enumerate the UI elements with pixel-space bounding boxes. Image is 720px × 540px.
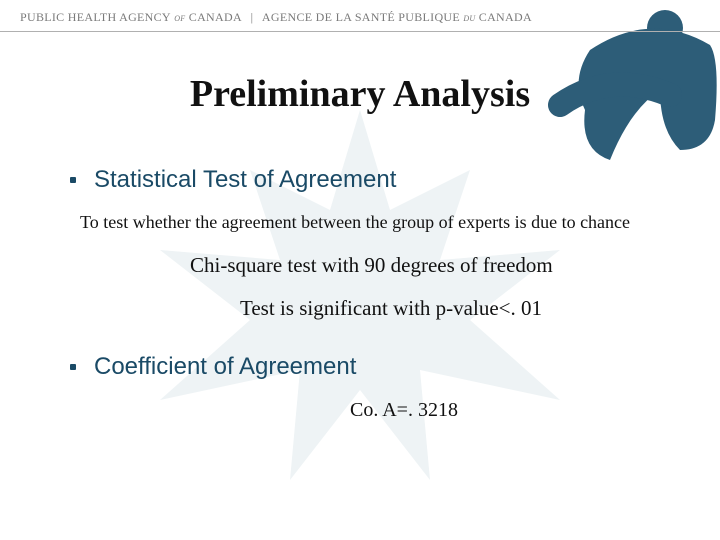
of-fr: du [460,10,479,24]
of-en: of [171,10,189,24]
sub-text: Test is significant with p-value<. 01 [240,296,670,321]
agency-header: PUBLIC HEALTH AGENCY of CANADA | AGENCE … [0,0,720,32]
bullet-item: Statistical Test of Agreement [70,166,670,194]
bullet-dot-icon [70,364,76,370]
agency-name-en: PUBLIC HEALTH AGENCY [20,10,171,24]
sub-text: Co. A=. 3218 [350,399,670,422]
sub-text: Chi-square test with 90 degrees of freed… [190,253,670,278]
sub-text: To test whether the agreement between th… [80,212,670,233]
agency-name-fr: AGENCE DE LA SANTÉ PUBLIQUE [262,10,460,24]
country-en: CANADA [189,10,241,24]
bullet-label: Statistical Test of Agreement [94,166,396,194]
slide-content: Preliminary Analysis Statistical Test of… [0,32,720,422]
header-divider: | [251,10,254,24]
page-title: Preliminary Analysis [50,72,670,116]
bullet-item: Coefficient of Agreement [70,353,670,381]
bullet-dot-icon [70,177,76,183]
bullet-label: Coefficient of Agreement [94,353,356,381]
country-fr: CANADA [479,10,532,24]
